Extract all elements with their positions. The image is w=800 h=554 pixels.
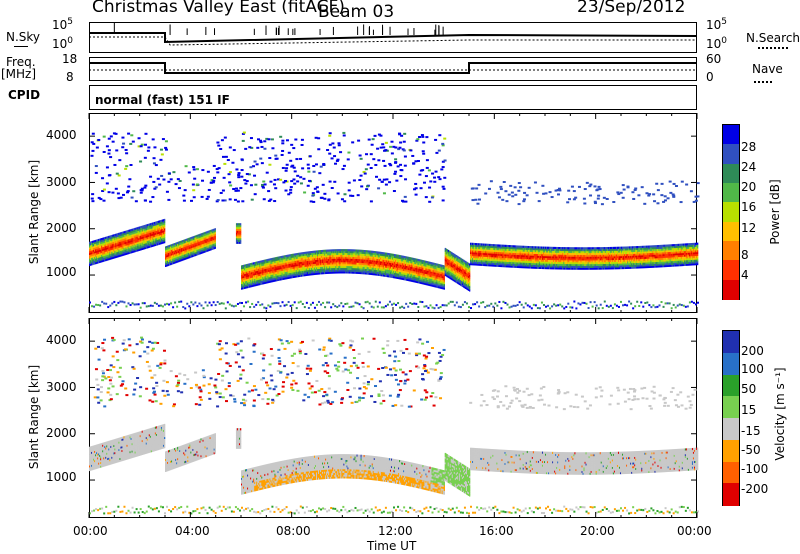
- power-cell: [164, 237, 165, 239]
- power-cell: [240, 229, 241, 231]
- power-cell: [469, 288, 470, 290]
- power-cell: [240, 232, 241, 234]
- power-cell: [164, 219, 165, 221]
- power-cell: [164, 234, 165, 236]
- power-cell: [215, 247, 216, 249]
- power-cell: [444, 286, 445, 288]
- power-cell: [469, 280, 470, 282]
- power-cell: [240, 225, 241, 227]
- power-cell: [164, 232, 165, 234]
- power-cell: [215, 236, 216, 238]
- power-cell: [469, 273, 470, 275]
- power-cell: [215, 232, 216, 234]
- power-cell: [215, 241, 216, 243]
- power-cell: [444, 276, 445, 278]
- power-cell: [240, 234, 241, 236]
- power-cell: [469, 265, 470, 267]
- power-cell: [469, 269, 470, 271]
- power-cell: [215, 239, 216, 241]
- power-cell: [164, 230, 165, 232]
- power-cell: [215, 243, 216, 245]
- power-cell: [444, 282, 445, 284]
- power-cell: [469, 267, 470, 269]
- power-cell: [164, 223, 165, 225]
- power-cell: [240, 240, 241, 242]
- power-cell: [215, 234, 216, 236]
- power-cell: [164, 241, 165, 243]
- power-cell: [469, 286, 470, 288]
- nsky-line: [89, 33, 697, 42]
- power-cell: [469, 276, 470, 278]
- power-cell: [215, 230, 216, 232]
- power-cell: [215, 237, 216, 239]
- power-cell: [469, 282, 470, 284]
- power-cell: [240, 227, 241, 229]
- power-cell: [469, 284, 470, 286]
- power-cell: [444, 278, 445, 280]
- power-cell: [215, 228, 216, 230]
- power-cell: [240, 231, 241, 233]
- power-cell: [164, 221, 165, 223]
- power-cell: [469, 289, 470, 291]
- power-cell: [240, 223, 241, 225]
- power-cell: [164, 224, 165, 226]
- power-cell: [164, 236, 165, 238]
- power-cell: [164, 226, 165, 228]
- power-cell: [240, 238, 241, 240]
- power-cell: [164, 228, 165, 230]
- power-cell: [469, 275, 470, 277]
- power-cell: [240, 242, 241, 244]
- power-cell: [444, 288, 445, 290]
- power-cell: [215, 245, 216, 247]
- power-cell: [469, 271, 470, 273]
- freq-line: [89, 63, 697, 73]
- power-cell: [164, 239, 165, 241]
- power-cell: [240, 236, 241, 238]
- power-cell: [444, 284, 445, 286]
- power-cell: [469, 278, 470, 280]
- power-cell: [444, 280, 445, 282]
